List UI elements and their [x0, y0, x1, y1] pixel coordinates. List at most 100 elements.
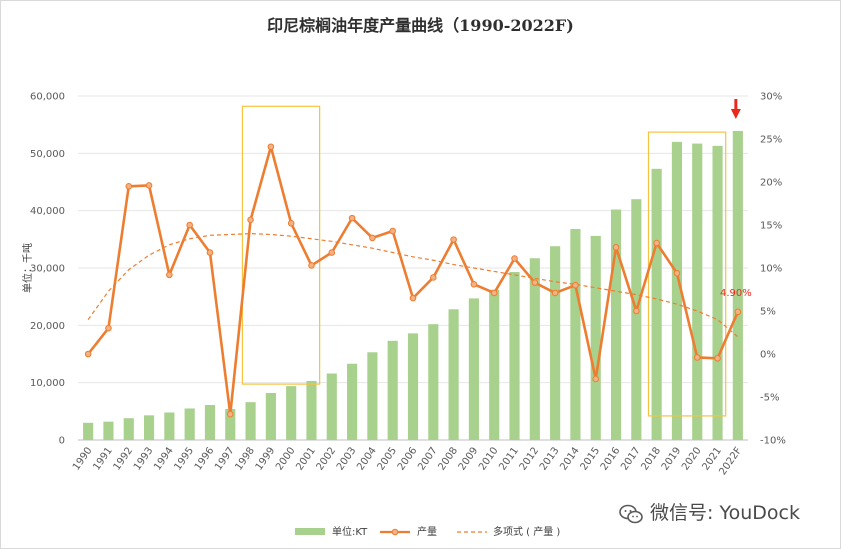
legend-label-bar: 单位:KT — [332, 525, 368, 538]
bar — [692, 143, 703, 440]
right-tick-label: 15% — [760, 221, 782, 232]
watermark: 微信号: YouDock — [618, 498, 800, 525]
chart-title: 印尼棕榈油年度产量曲线（1990-2022F) — [267, 16, 574, 35]
x-tick-label: 2010 — [477, 445, 501, 472]
right-tick-label: 30% — [760, 92, 782, 103]
x-tick-label: 2016 — [599, 445, 623, 472]
legend: 单位:KT 产量 多项式 ( 产量 ) — [295, 525, 560, 538]
x-tick-label: 2015 — [579, 445, 603, 472]
right-tick-label: 25% — [760, 135, 782, 146]
legend-label-line: 产量 — [417, 525, 437, 538]
line-point — [531, 279, 539, 286]
annotations: 4.90% — [720, 99, 752, 299]
bar — [367, 352, 378, 440]
line-point — [84, 350, 92, 358]
left-tick-label: 10,000 — [30, 378, 65, 389]
line-point — [145, 182, 153, 189]
line-point — [186, 221, 193, 229]
x-tick-label: 2008 — [436, 445, 460, 472]
bar — [489, 289, 500, 440]
x-tick-label: 1996 — [193, 445, 217, 472]
x-tick-label: 1993 — [132, 445, 156, 472]
x-tick-label: 2012 — [518, 445, 542, 472]
right-tick-label: 20% — [760, 178, 782, 189]
highlight-box — [241, 105, 321, 385]
bar — [712, 145, 723, 440]
line-point — [247, 216, 254, 224]
bar — [570, 229, 581, 440]
x-axis-ticks: 1990199119921993199419951996199719981999… — [71, 445, 744, 477]
x-tick-label: 1992 — [112, 445, 136, 472]
line-point — [612, 244, 620, 251]
line-point — [450, 236, 457, 243]
legend-label-trend: 多项式 ( 产量 ) — [493, 525, 560, 538]
line-point — [633, 307, 640, 315]
bar — [245, 402, 256, 440]
line-point — [287, 219, 295, 227]
bar — [671, 141, 683, 440]
bar — [204, 405, 216, 440]
wechat-icon — [618, 503, 644, 525]
x-tick-label: 2011 — [497, 445, 521, 472]
x-tick-label: 2017 — [619, 445, 643, 472]
bar — [590, 235, 601, 440]
line-series — [84, 143, 742, 418]
right-axis-ticks: -10% -5% 0% 5% 10% 15% 20% 25% 30% — [760, 92, 786, 447]
line-point — [166, 271, 173, 279]
legend-swatch-bar — [295, 528, 325, 535]
line-point — [734, 308, 742, 316]
x-tick-label: 2013 — [538, 445, 562, 472]
y-axis-label: 单位：千吨 — [21, 243, 34, 293]
x-tick-label: 1991 — [91, 445, 115, 472]
x-tick-label: 2005 — [376, 445, 400, 472]
x-tick-label: 2007 — [416, 445, 440, 472]
line-point — [267, 143, 275, 151]
line-point — [430, 274, 437, 281]
line-point — [490, 289, 498, 297]
trendline-series — [87, 232, 739, 338]
bar — [509, 272, 520, 440]
right-tick-label: 5% — [760, 307, 776, 318]
x-tick-label: 2018 — [639, 445, 663, 472]
x-tick-label: 2019 — [660, 445, 684, 472]
line-point — [226, 410, 234, 418]
bar — [732, 130, 743, 440]
arrow-head — [730, 109, 741, 119]
line-point — [673, 269, 681, 277]
line-point — [470, 281, 478, 288]
bar — [83, 422, 94, 440]
bar — [529, 258, 540, 440]
line-point — [206, 249, 214, 256]
line-point — [409, 294, 417, 302]
x-tick-label: 1990 — [71, 445, 95, 472]
bar — [286, 386, 297, 440]
x-tick-label: 2004 — [355, 445, 379, 472]
x-tick-label: 2001 — [294, 445, 318, 472]
line-point — [348, 214, 356, 222]
left-axis-ticks: 0 10,000 20,000 30,000 40,000 50,000 60,000 — [30, 92, 65, 447]
line-point — [653, 239, 660, 247]
bar — [306, 380, 317, 440]
x-tick-label: 2000 — [274, 445, 298, 472]
right-tick-label: 0% — [760, 350, 776, 361]
x-tick-label: 2020 — [680, 445, 704, 472]
left-tick-label: 20,000 — [30, 321, 65, 332]
x-tick-label: 2006 — [396, 445, 420, 472]
bar — [225, 409, 236, 440]
bar — [123, 418, 134, 440]
right-tick-label: 10% — [760, 264, 782, 275]
x-tick-label: 2014 — [558, 445, 582, 472]
x-tick-label: 1998 — [233, 445, 257, 472]
line-point — [328, 249, 336, 256]
line-point — [551, 289, 559, 297]
bar — [610, 209, 622, 440]
line-point — [105, 324, 112, 332]
line-point — [714, 355, 721, 362]
bar — [387, 340, 398, 440]
line-point — [369, 234, 376, 242]
left-tick-label: 30,000 — [30, 264, 65, 275]
line-point — [389, 227, 396, 235]
line-point — [572, 281, 579, 289]
bar — [184, 408, 195, 440]
bar — [428, 324, 439, 440]
